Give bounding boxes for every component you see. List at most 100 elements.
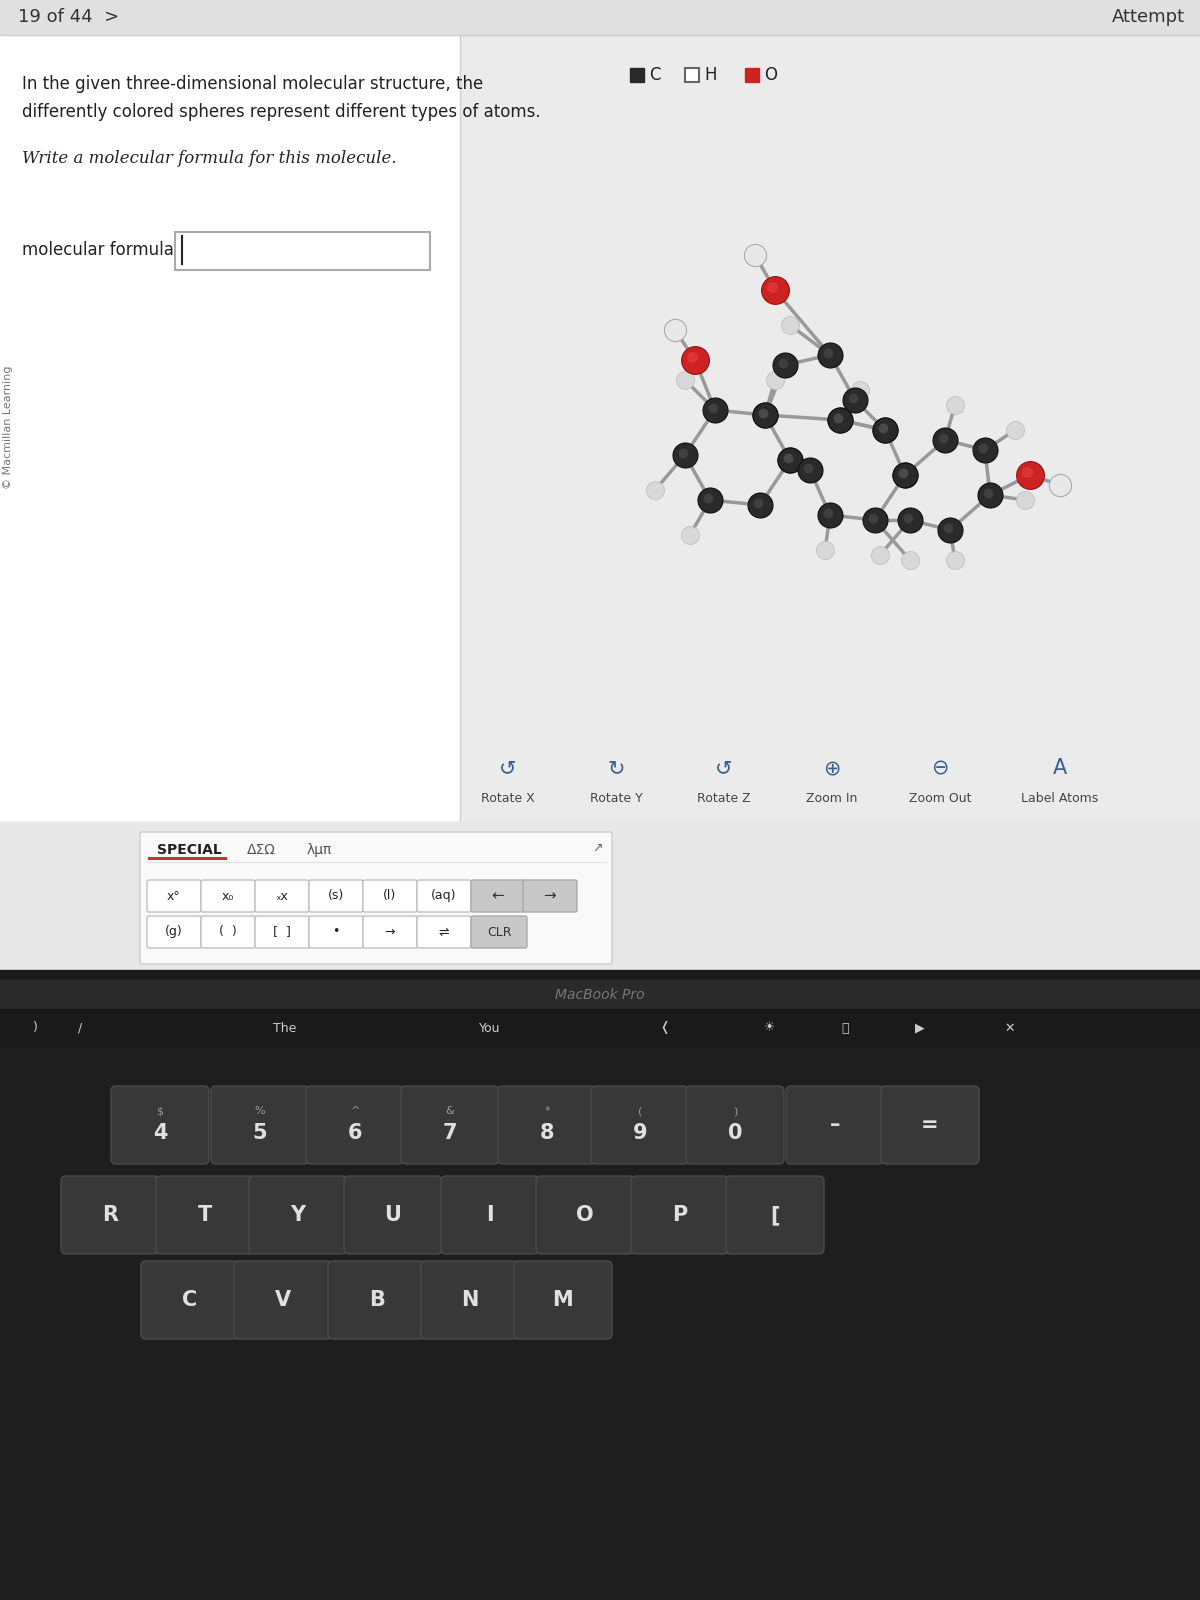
- Text: 6: 6: [348, 1123, 362, 1142]
- FancyBboxPatch shape: [401, 1086, 499, 1165]
- FancyBboxPatch shape: [142, 1261, 239, 1339]
- Text: CLR: CLR: [487, 925, 511, 939]
- FancyBboxPatch shape: [418, 915, 470, 947]
- Text: P: P: [672, 1205, 688, 1226]
- Text: 9: 9: [632, 1123, 647, 1142]
- Text: ΔΣΩ: ΔΣΩ: [247, 843, 276, 858]
- FancyBboxPatch shape: [140, 832, 612, 963]
- Text: N: N: [461, 1290, 479, 1310]
- Text: O: O: [576, 1205, 594, 1226]
- Text: •: •: [332, 925, 340, 939]
- FancyBboxPatch shape: [202, 880, 256, 912]
- Text: O: O: [764, 66, 778, 83]
- Text: /: /: [78, 1021, 82, 1035]
- Bar: [0, 1046, 1200, 1600]
- FancyBboxPatch shape: [418, 880, 470, 912]
- FancyBboxPatch shape: [310, 880, 364, 912]
- Text: (: (: [638, 1107, 642, 1117]
- Text: ⇌: ⇌: [439, 925, 449, 939]
- Text: V: V: [275, 1290, 292, 1310]
- Text: (l): (l): [383, 890, 397, 902]
- Text: H: H: [704, 66, 716, 83]
- Bar: [0, 970, 1200, 990]
- Text: R: R: [102, 1205, 118, 1226]
- Text: ▶: ▶: [916, 1021, 925, 1035]
- Text: In the given three-dimensional molecular structure, the: In the given three-dimensional molecular…: [22, 75, 484, 93]
- Text: (s): (s): [328, 890, 344, 902]
- FancyBboxPatch shape: [306, 1086, 404, 1165]
- Text: –: –: [829, 1115, 840, 1134]
- Text: Zoom In: Zoom In: [806, 792, 858, 805]
- Text: (g): (g): [166, 925, 182, 939]
- Bar: [460, 35, 1200, 819]
- Text: Zoom Out: Zoom Out: [908, 792, 971, 805]
- FancyBboxPatch shape: [250, 1176, 347, 1254]
- Text: 5: 5: [253, 1123, 268, 1142]
- Text: C: C: [182, 1290, 198, 1310]
- FancyBboxPatch shape: [112, 1086, 209, 1165]
- Text: molecular formula:: molecular formula:: [22, 242, 180, 259]
- Bar: [0, 979, 1200, 1010]
- FancyBboxPatch shape: [156, 1176, 254, 1254]
- Text: ₓx: ₓx: [276, 890, 288, 902]
- FancyBboxPatch shape: [328, 1261, 426, 1339]
- Text: ): ): [733, 1107, 737, 1117]
- Text: →: →: [544, 888, 557, 904]
- FancyBboxPatch shape: [175, 232, 430, 270]
- Text: ⊖: ⊖: [931, 758, 949, 778]
- FancyBboxPatch shape: [148, 880, 202, 912]
- Text: differently colored spheres represent different types of atoms.: differently colored spheres represent di…: [22, 102, 541, 122]
- Text: 0: 0: [727, 1123, 743, 1142]
- FancyBboxPatch shape: [211, 1086, 310, 1165]
- Text: ): ): [32, 1021, 37, 1035]
- FancyBboxPatch shape: [442, 1176, 539, 1254]
- FancyBboxPatch shape: [726, 1176, 824, 1254]
- Text: ↗: ↗: [593, 842, 604, 854]
- Bar: [0, 35, 460, 819]
- Text: Y: Y: [290, 1205, 306, 1226]
- FancyBboxPatch shape: [631, 1176, 730, 1254]
- FancyBboxPatch shape: [498, 1086, 596, 1165]
- FancyBboxPatch shape: [470, 915, 527, 947]
- FancyBboxPatch shape: [310, 915, 364, 947]
- Text: T: T: [198, 1205, 212, 1226]
- Text: A: A: [1052, 758, 1067, 778]
- Text: ←: ←: [492, 888, 504, 904]
- Bar: [745, 67, 760, 82]
- Bar: [0, 0, 1200, 35]
- FancyBboxPatch shape: [344, 1176, 442, 1254]
- Text: M: M: [553, 1290, 574, 1310]
- Text: Rotate Y: Rotate Y: [589, 792, 642, 805]
- Text: =: =: [922, 1115, 938, 1134]
- FancyBboxPatch shape: [470, 880, 526, 912]
- Text: *: *: [544, 1107, 550, 1117]
- Text: U: U: [384, 1205, 402, 1226]
- FancyBboxPatch shape: [536, 1176, 634, 1254]
- Text: x₀: x₀: [222, 890, 234, 902]
- FancyBboxPatch shape: [523, 880, 577, 912]
- FancyBboxPatch shape: [148, 915, 202, 947]
- Text: ↺: ↺: [499, 758, 517, 778]
- Text: ✕: ✕: [1004, 1021, 1015, 1035]
- Text: ^: ^: [350, 1107, 360, 1117]
- Text: &: &: [445, 1107, 455, 1117]
- Text: ↻: ↻: [607, 758, 625, 778]
- Text: The: The: [274, 1021, 296, 1035]
- FancyBboxPatch shape: [202, 915, 256, 947]
- Text: 19 of 44  >: 19 of 44 >: [18, 8, 119, 27]
- Text: B: B: [370, 1290, 385, 1310]
- Text: 4: 4: [152, 1123, 167, 1142]
- Text: © Macmillan Learning: © Macmillan Learning: [2, 366, 13, 490]
- FancyBboxPatch shape: [881, 1086, 979, 1165]
- Text: SPECIAL: SPECIAL: [157, 843, 222, 858]
- FancyBboxPatch shape: [234, 1261, 332, 1339]
- Text: (aq): (aq): [431, 890, 457, 902]
- Text: Write a molecular formula for this molecule.: Write a molecular formula for this molec…: [22, 150, 397, 166]
- Text: 8: 8: [540, 1123, 554, 1142]
- FancyBboxPatch shape: [421, 1261, 520, 1339]
- Text: MacBook Pro: MacBook Pro: [556, 987, 644, 1002]
- Text: 7: 7: [443, 1123, 457, 1142]
- Text: x°: x°: [167, 890, 181, 902]
- Text: Rotate Z: Rotate Z: [697, 792, 751, 805]
- Text: You: You: [479, 1021, 500, 1035]
